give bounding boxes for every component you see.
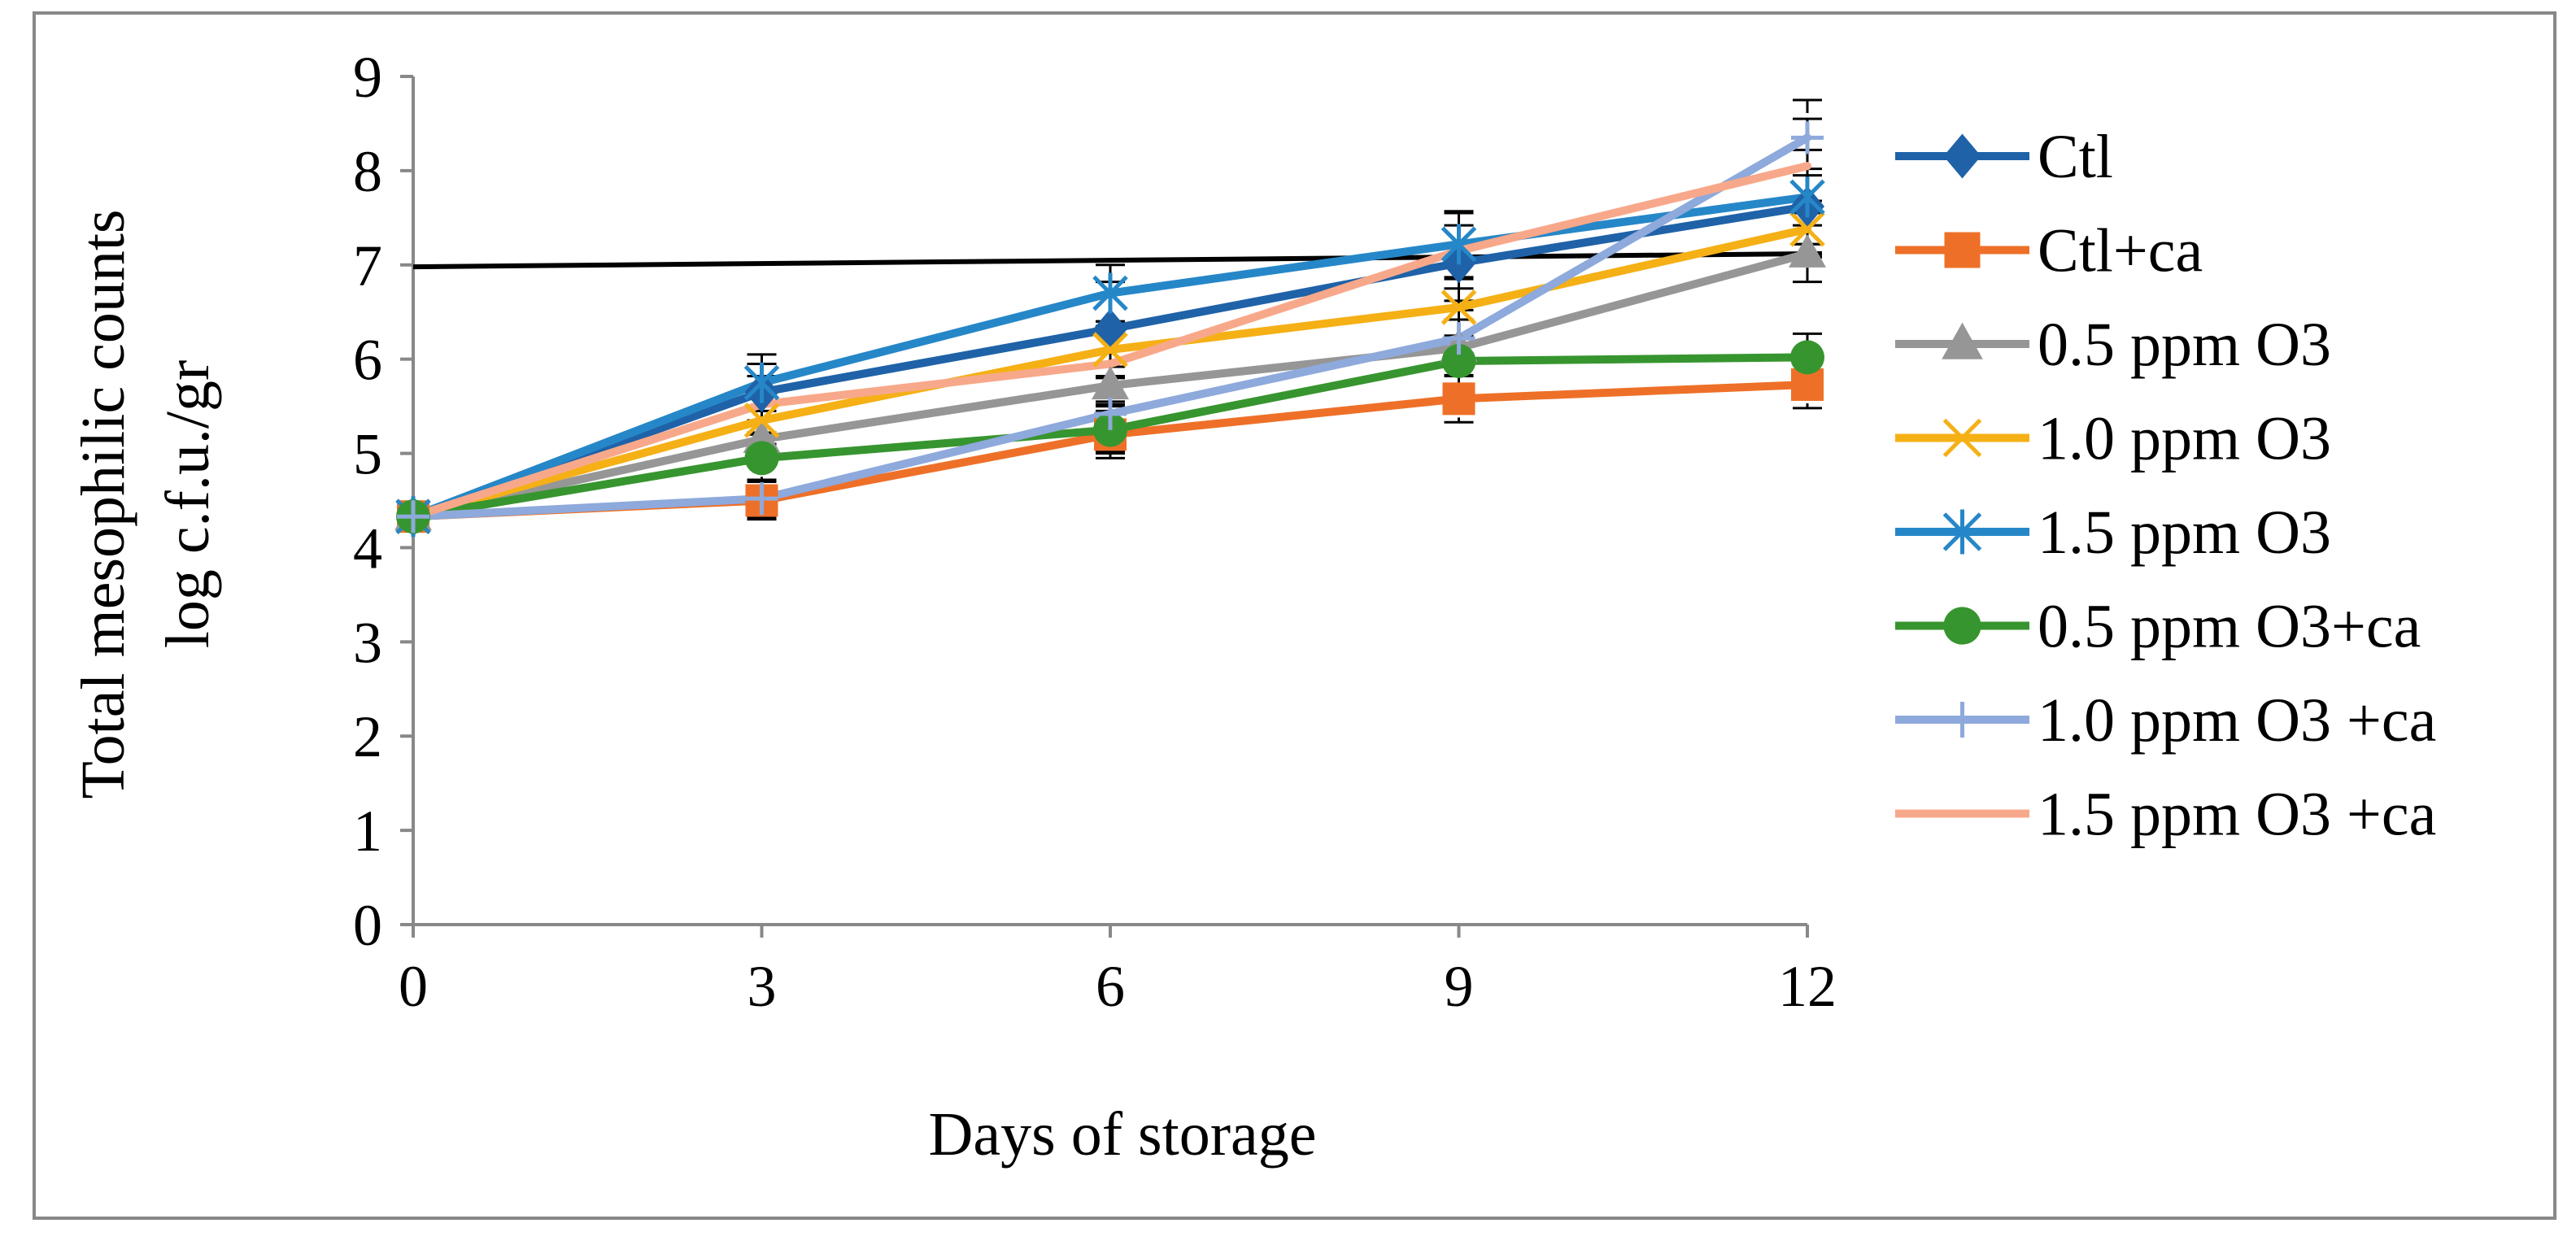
legend-item-0-5-ppm-o3-ca: 0.5 ppm O3+ca	[1895, 593, 2421, 661]
legend-swatch-marker	[1942, 322, 1983, 359]
legend-label: 1.5 ppm O3 +ca	[2038, 781, 2436, 849]
legend-swatch-marker	[1942, 509, 1982, 555]
x-tick-label: 6	[1096, 954, 1125, 1019]
1-0-ppm-o3-ca-point	[1094, 397, 1127, 430]
x-tick-label: 3	[748, 954, 777, 1019]
series-markers	[394, 121, 1826, 538]
0-5-ppm-o3-point	[1092, 366, 1129, 400]
1-0-ppm-o3-point	[743, 403, 780, 438]
legend-swatch-marker	[1943, 133, 1981, 179]
legend-label: Ctl+ca	[2038, 217, 2203, 285]
1-0-ppm-o3-ca-point	[1442, 322, 1475, 355]
1-0-ppm-o3-ca-point	[1791, 121, 1824, 155]
legend-label: 1.0 ppm O3 +ca	[2038, 686, 2436, 755]
1-5-ppm-o3-point	[1441, 224, 1477, 265]
legend-swatch-marker	[1942, 418, 1982, 458]
1-0-ppm-o3-ca-point	[745, 482, 778, 516]
1-5-ppm-o3-point	[1092, 272, 1128, 314]
x-tick-label: 12	[1778, 954, 1837, 1019]
legend-item-0-5-ppm-o3: 0.5 ppm O3	[1895, 311, 2331, 379]
legend-swatch-marker	[1944, 232, 1981, 268]
legend-item-1-5-ppm-o3: 1.5 ppm O3	[1895, 498, 2331, 567]
y-axis-title-line1: Total mesophilic counts	[69, 209, 137, 799]
legend-item-1-5-ppm-o3-ca: 1.5 ppm O3 +ca	[1895, 781, 2436, 849]
0-5-ppm-o3-ca-point	[1790, 340, 1824, 375]
0-5-ppm-o3-point	[1789, 233, 1826, 268]
1-5-ppm-o3-point	[743, 362, 780, 403]
legend-label: 0.5 ppm O3+ca	[2038, 593, 2421, 661]
y-tick-label: 8	[353, 139, 382, 204]
y-tick-label: 5	[353, 422, 382, 487]
x-tick-label: 0	[399, 954, 428, 1019]
y-tick-label: 1	[353, 799, 382, 864]
legend-item-1-0-ppm-o3: 1.0 ppm O3	[1895, 405, 2331, 473]
reference-line	[412, 250, 1823, 270]
y-tick-label: 7	[353, 233, 382, 298]
0-5-ppm-o3-ca-point	[1441, 343, 1476, 378]
y-tick-label: 9	[353, 45, 382, 110]
1-5-ppm-o3-point	[1789, 176, 1825, 218]
legend: Ctl Ctl+ca 0.5 ppm O3 1.0 ppm O3 1.5 ppm O3 0…	[1895, 123, 2436, 849]
reference-line-segment	[412, 250, 1823, 270]
1-0-ppm-o3-point	[1441, 289, 1477, 325]
y-tick-label: 0	[353, 893, 382, 958]
legend-label: 1.5 ppm O3	[2038, 498, 2331, 567]
y-tick-label: 6	[353, 328, 382, 393]
y-ticks: 0 1 2 3 4 5 6 7 8 9	[353, 45, 413, 958]
0-5-ppm-o3-ca-point	[744, 441, 779, 476]
legend-label: 0.5 ppm O3	[2038, 311, 2331, 379]
y-tick-label: 2	[353, 704, 382, 769]
legend-swatch-marker	[1944, 702, 1981, 738]
legend-label: 1.0 ppm O3	[2038, 405, 2331, 473]
ctl-ca-point	[1442, 382, 1475, 416]
y-tick-label: 4	[353, 516, 382, 581]
1-0-ppm-o3-point	[1092, 332, 1128, 368]
1-0-ppm-o3-point	[1789, 211, 1825, 247]
1-5-ppm-o3-ca-series-line	[409, 162, 1811, 521]
legend-label: Ctl	[2038, 123, 2113, 191]
x-axis-title: Days of storage	[929, 1100, 1317, 1169]
x-tick-label: 9	[1445, 954, 1474, 1019]
y-tick-label: 3	[353, 610, 382, 675]
x-ticks: 0 3 6 9 12	[399, 925, 1837, 1019]
legend-item-ctl: Ctl	[1895, 123, 2113, 191]
legend-item-1-0-ppm-o3-ca: 1.0 ppm O3 +ca	[1895, 686, 2436, 755]
y-axis-title-line2: log c.f.u./gr	[154, 360, 222, 649]
legend-item-ctl-ca: Ctl+ca	[1895, 217, 2203, 285]
plot-area	[394, 98, 1826, 538]
chart-frame	[33, 11, 2556, 1220]
legend-swatch-marker	[1943, 607, 1981, 645]
1-0-ppm-o3-ca-point	[397, 500, 429, 533]
